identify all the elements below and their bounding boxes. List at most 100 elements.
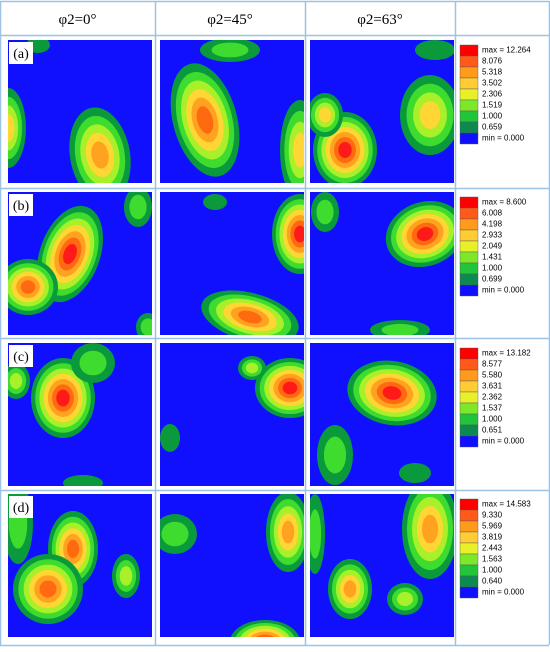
legend-swatch — [459, 218, 479, 231]
contour — [419, 101, 441, 129]
contour — [415, 40, 454, 60]
odf-section — [160, 343, 304, 486]
legend-swatch — [459, 251, 479, 264]
legend-label: min = 0.000 — [482, 134, 525, 143]
legend-label: min = 0.000 — [482, 588, 525, 597]
legend-label: 1.000 — [482, 264, 503, 273]
contour — [79, 350, 107, 376]
legend-label: max = 13.182 — [482, 349, 531, 358]
legend-label: 6.008 — [482, 209, 503, 218]
legend-swatch — [459, 369, 479, 382]
legend-swatch — [459, 284, 479, 297]
legend-swatch — [459, 531, 479, 544]
contour — [310, 509, 322, 559]
row-label: (d) — [13, 501, 30, 516]
contour — [293, 132, 304, 168]
legend-swatch — [459, 110, 479, 123]
contour — [8, 114, 15, 142]
contour — [256, 634, 274, 637]
contour — [282, 381, 298, 395]
legend-swatch — [459, 413, 479, 426]
legend-label: 0.640 — [482, 577, 503, 586]
contour — [203, 194, 227, 210]
contour — [196, 106, 214, 134]
column-header: φ2=63° — [357, 12, 403, 28]
legend-swatch — [459, 509, 479, 522]
legend-swatch — [459, 132, 479, 145]
legend-label: 5.318 — [482, 68, 503, 77]
legend-label: 8.076 — [482, 57, 503, 66]
contour — [119, 566, 133, 586]
legend-swatch — [459, 520, 479, 533]
column-header: φ2=0° — [58, 12, 96, 28]
contour — [399, 463, 431, 483]
contour — [211, 42, 249, 58]
odf-section — [160, 192, 304, 335]
odf-section — [160, 494, 304, 637]
contour — [316, 199, 334, 225]
legend-label: 2.362 — [482, 393, 503, 402]
legend-swatch — [459, 498, 479, 511]
legend-swatch — [459, 564, 479, 577]
legend-label: 4.198 — [482, 220, 503, 229]
contour — [91, 141, 109, 169]
legend-label: 1.431 — [482, 253, 503, 262]
contour — [323, 436, 347, 474]
legend-label: 0.659 — [482, 123, 503, 132]
odf-section — [160, 40, 304, 183]
contour — [381, 323, 419, 335]
contour — [422, 514, 438, 544]
contour — [160, 424, 180, 452]
legend-label: 9.330 — [482, 511, 503, 520]
legend-label: min = 0.000 — [482, 286, 525, 295]
column-header: φ2=45° — [207, 12, 253, 28]
contour — [245, 362, 259, 374]
legend-swatch — [459, 542, 479, 555]
label-box — [9, 496, 33, 518]
legend-swatch — [459, 77, 479, 90]
legend-swatch — [459, 586, 479, 599]
legend-swatch — [459, 435, 479, 448]
legend-swatch — [459, 358, 479, 371]
odf-section — [310, 40, 454, 183]
legend-swatch — [459, 66, 479, 79]
contour — [382, 386, 402, 400]
contour — [63, 243, 77, 265]
legend-label: 0.651 — [482, 426, 503, 435]
contour — [63, 475, 103, 486]
odf-section — [310, 494, 454, 637]
legend-swatch — [459, 380, 479, 393]
contour — [56, 389, 70, 407]
legend-label: max = 8.600 — [482, 198, 527, 207]
legend-swatch — [459, 391, 479, 404]
legend-label: 0.699 — [482, 275, 503, 284]
legend-swatch — [459, 121, 479, 134]
legend-label: 1.537 — [482, 404, 503, 413]
legend-swatch — [459, 262, 479, 275]
contour — [9, 373, 23, 389]
legend-label: 1.000 — [482, 566, 503, 575]
legend-label: 1.519 — [482, 101, 503, 110]
contour — [161, 521, 189, 547]
legend-label: 1.000 — [482, 112, 503, 121]
legend-label: 5.969 — [482, 522, 503, 531]
contour — [318, 107, 332, 123]
legend-label: 5.580 — [482, 371, 503, 380]
legend-swatch — [459, 55, 479, 68]
legend-label: max = 14.583 — [482, 500, 531, 509]
odf-section — [8, 494, 152, 637]
label-box — [9, 345, 33, 367]
row-label: (a) — [13, 47, 29, 62]
legend-swatch — [459, 575, 479, 588]
legend-swatch — [459, 88, 479, 101]
contour — [281, 520, 295, 544]
legend-swatch — [459, 347, 479, 360]
contour — [250, 631, 280, 637]
legend-label: 3.502 — [482, 79, 503, 88]
legend-swatch — [459, 196, 479, 209]
contour — [397, 591, 413, 607]
contour — [238, 310, 262, 324]
contour — [140, 318, 152, 335]
legend-label: min = 0.000 — [482, 437, 525, 446]
legend-label: 8.577 — [482, 360, 503, 369]
